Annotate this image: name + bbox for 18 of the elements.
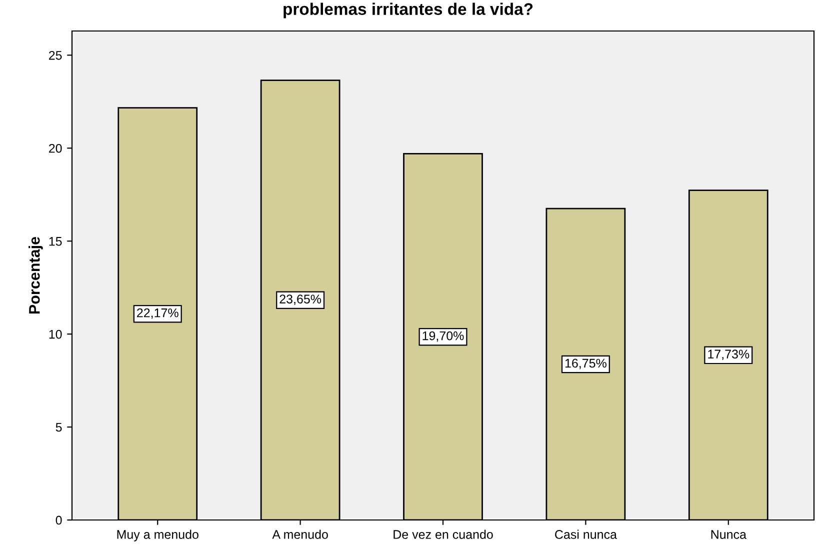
data-label: 19,70% <box>422 331 464 342</box>
x-tick-label: De vez en cuando <box>394 530 493 539</box>
y-tick-label: 25 <box>49 50 62 60</box>
x-tick-label: Casi nunca <box>555 530 617 539</box>
y-tick-label: 15 <box>49 237 62 246</box>
data-label: 23,65% <box>280 294 322 305</box>
x-tick-label: A menudo <box>272 530 328 539</box>
y-axis-title: Porcentaje <box>28 236 43 314</box>
y-tick-label: 0 <box>56 516 62 525</box>
y-tick-label: 5 <box>56 422 62 432</box>
x-tick-label: Nunca <box>711 530 746 539</box>
chart-title: problemas irritantes de la vida? <box>284 2 533 18</box>
x-tick-label: Muy a menudo <box>117 530 198 542</box>
y-tick-label: 20 <box>49 144 62 153</box>
data-label: 17,73% <box>708 350 750 360</box>
y-tick-label: 10 <box>49 330 62 339</box>
data-label: 16,75% <box>565 358 606 370</box>
data-label: 22,17% <box>137 308 178 319</box>
